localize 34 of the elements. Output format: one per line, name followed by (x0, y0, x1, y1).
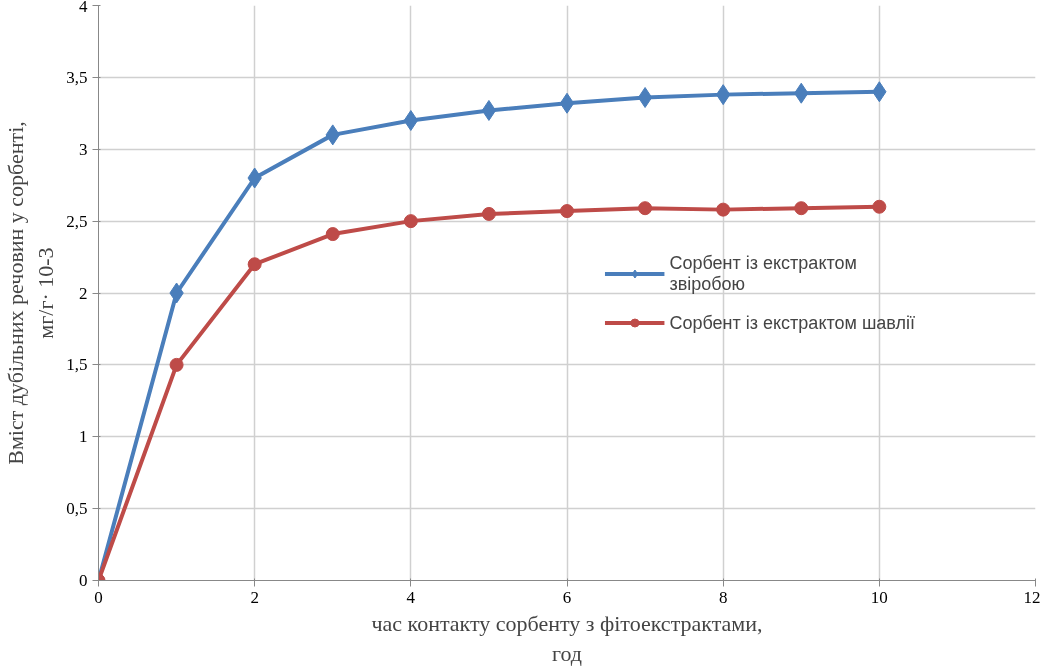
point (481, 99, 497, 121)
x-tick-label: 0 (94, 587, 103, 607)
y-tick-label: 2,5 (66, 211, 88, 231)
x-axis-title: час контакту сорбенту з фітоекстрактами, год (371, 610, 763, 666)
y-tick-label: 3,5 (66, 67, 88, 87)
y-tick-label: 0,5 (66, 499, 88, 519)
y-tick-label: 2 (79, 283, 88, 303)
y-tick-label: 1 (79, 427, 88, 447)
point (872, 199, 887, 214)
x-tick-label: 6 (562, 587, 572, 607)
y-axis-title: Вміст дубільних речовин у сорбенті, мг/г· 10-3 (3, 121, 59, 465)
x-tick-label: 12 (1023, 587, 1041, 607)
x-tick-label: 10 (870, 587, 888, 607)
y-tick-label: 1,5 (66, 355, 88, 375)
point (247, 257, 262, 272)
x-tick-label: 4 (406, 587, 416, 607)
point (560, 204, 574, 219)
point (638, 201, 653, 216)
point (403, 110, 418, 131)
point (559, 92, 575, 114)
point (169, 357, 184, 372)
legend-label: Сорбент із екстрактом звіробою (669, 252, 857, 294)
y-tick-label: 3 (79, 139, 88, 159)
point (716, 202, 731, 217)
point (637, 87, 653, 108)
x-tick-label: 2 (250, 587, 259, 607)
point (794, 201, 809, 216)
point (403, 214, 418, 229)
legend-label: Сорбент із екстрактом шавлії (669, 312, 915, 333)
y-tick-label: 0 (79, 571, 88, 590)
point (325, 227, 340, 242)
y-tick-label: 4 (79, 0, 88, 16)
point (481, 206, 496, 221)
x-tick-label: 8 (718, 587, 728, 607)
